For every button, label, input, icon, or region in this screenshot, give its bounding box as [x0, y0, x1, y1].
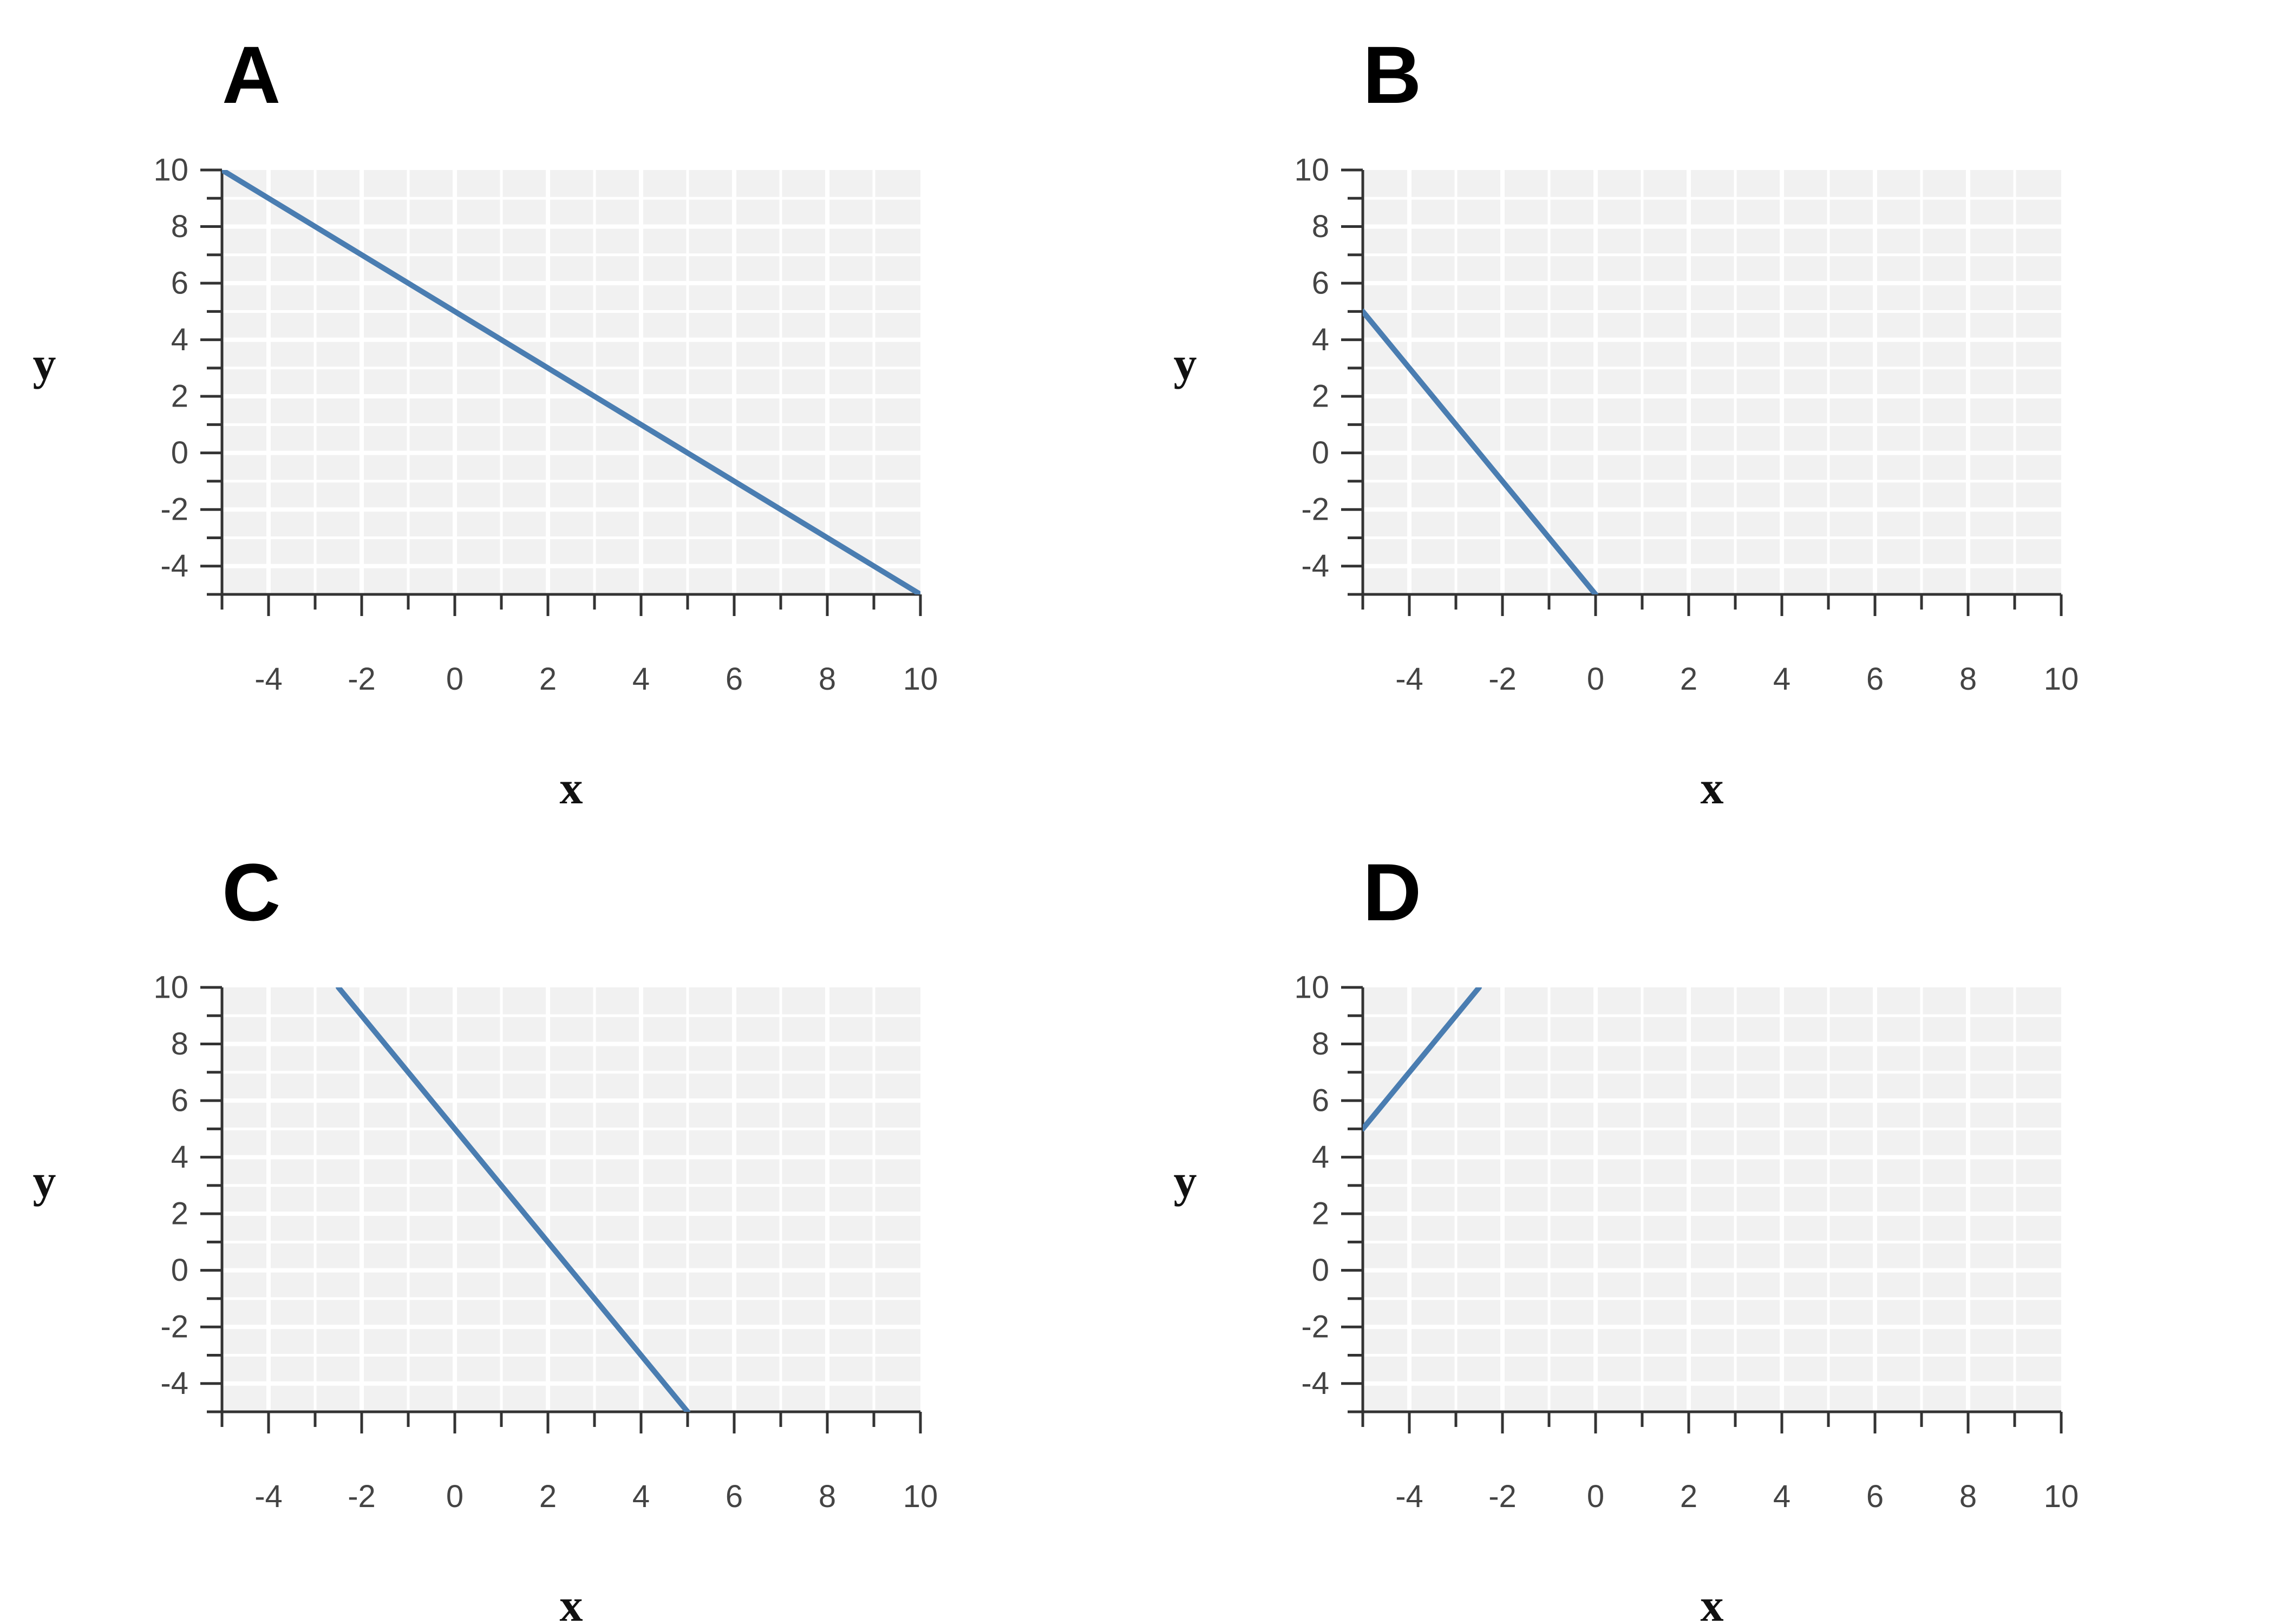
y-tick-label: 0: [171, 435, 188, 470]
panel-label: A: [222, 29, 280, 120]
y-tick-label: 8: [1312, 1026, 1329, 1062]
x-axis-title: x: [560, 762, 583, 814]
series-line: [1363, 987, 1482, 1132]
x-tick-label: 10: [903, 662, 938, 697]
y-tick-label: -2: [160, 1309, 188, 1345]
x-tick-label: 0: [446, 662, 463, 697]
x-tick-label: -2: [1488, 662, 1517, 697]
y-tick-label: 10: [1294, 970, 1329, 1005]
panel-label: B: [1363, 29, 1421, 120]
y-tick-label: 2: [171, 379, 188, 414]
x-tick-label: -4: [1395, 662, 1423, 697]
x-tick-label: 2: [539, 1479, 557, 1514]
y-tick-label: 6: [1312, 266, 1329, 301]
x-tick-label: 0: [1587, 662, 1604, 697]
plot-background: [1363, 987, 2061, 1412]
x-tick-label: 8: [1959, 662, 1977, 697]
y-tick-label: -4: [160, 1366, 188, 1401]
x-tick-label: 4: [1773, 1479, 1791, 1514]
y-tick-label: -2: [1301, 492, 1329, 527]
x-tick-label: 10: [903, 1479, 938, 1514]
y-tick-label: 4: [1312, 322, 1329, 357]
x-tick-label: -4: [1395, 1479, 1423, 1514]
x-tick-label: -2: [348, 662, 376, 697]
y-tick-label: -4: [160, 548, 188, 584]
x-tick-label: 10: [2044, 1479, 2079, 1514]
panel-label: D: [1363, 847, 1421, 938]
x-tick-label: -2: [1488, 1479, 1517, 1514]
y-tick-label: 4: [1312, 1140, 1329, 1175]
y-tick-label: 4: [171, 322, 188, 357]
x-tick-label: 6: [1866, 662, 1884, 697]
x-tick-label: 2: [1680, 662, 1697, 697]
x-tick-label: 6: [1866, 1479, 1884, 1514]
y-tick-label: 6: [171, 266, 188, 301]
y-tick-label: 8: [171, 209, 188, 244]
x-tick-label: 4: [632, 1479, 650, 1514]
x-tick-label: 8: [1959, 1479, 1977, 1514]
x-tick-label: 0: [1587, 1479, 1604, 1514]
y-tick-label: 0: [1312, 435, 1329, 470]
y-tick-label: -2: [1301, 1309, 1329, 1345]
series-line: [1363, 309, 1598, 594]
chart-panel-d: -4 -2 0 2 4 6 8 10 10 8 6 4 2 0 -2 -4 Dx y: [1174, 847, 2079, 1624]
y-axis-title: y: [33, 1155, 56, 1207]
y-axis-title: y: [1174, 1155, 1197, 1207]
y-tick-label: -2: [160, 492, 188, 527]
y-tick-label: 8: [1312, 209, 1329, 244]
y-axis-title: y: [1174, 337, 1197, 389]
y-tick-label: 2: [1312, 379, 1329, 414]
y-tick-label: 2: [171, 1196, 188, 1232]
y-tick-label: 8: [171, 1026, 188, 1062]
x-tick-label: 6: [726, 1479, 743, 1514]
x-tick-label: -4: [254, 1479, 283, 1514]
x-tick-label: 2: [539, 662, 557, 697]
plot-background: [1363, 170, 2061, 594]
x-tick-label: 8: [819, 1479, 836, 1514]
x-tick-label: 0: [446, 1479, 463, 1514]
panel-label: C: [222, 847, 280, 938]
plot-background: [222, 987, 920, 1412]
x-tick-label: 6: [726, 662, 743, 697]
y-tick-label: 6: [171, 1083, 188, 1118]
x-axis-title: x: [560, 1579, 583, 1624]
y-tick-label: 10: [1294, 153, 1329, 188]
y-tick-label: -4: [1301, 1366, 1329, 1401]
x-tick-label: -2: [348, 1479, 376, 1514]
chart-panel-b: -4 -2 0 2 4 6 8 10 10 8 6 4 2 0 -2 -4 Bx y: [1174, 29, 2079, 814]
y-tick-label: 0: [171, 1253, 188, 1288]
y-tick-label: 0: [1312, 1253, 1329, 1288]
y-axis-title: y: [33, 337, 56, 389]
y-tick-label: 10: [153, 153, 188, 188]
chart-panel-a: -4 -2 0 2 4 6 8 10 10 8 6 4 2 0 -2 -4 Ax y: [33, 29, 938, 814]
x-tick-label: 4: [1773, 662, 1791, 697]
y-tick-label: 10: [153, 970, 188, 1005]
y-tick-label: 2: [1312, 1196, 1329, 1232]
x-tick-label: -4: [254, 662, 283, 697]
y-tick-label: 6: [1312, 1083, 1329, 1118]
series-line: [336, 987, 690, 1412]
x-tick-label: 2: [1680, 1479, 1697, 1514]
series-line: [222, 170, 920, 594]
y-tick-label: -4: [1301, 548, 1329, 584]
x-tick-label: 4: [632, 662, 650, 697]
x-axis-title: x: [1701, 1579, 1724, 1624]
y-tick-label: 4: [171, 1140, 188, 1175]
x-tick-label: 10: [2044, 662, 2079, 697]
chart-panel-c: -4 -2 0 2 4 6 8 10 10 8 6 4 2 0 -2 -4 Cx y: [33, 847, 938, 1624]
x-axis-title: x: [1701, 762, 1724, 814]
x-tick-label: 8: [819, 662, 836, 697]
